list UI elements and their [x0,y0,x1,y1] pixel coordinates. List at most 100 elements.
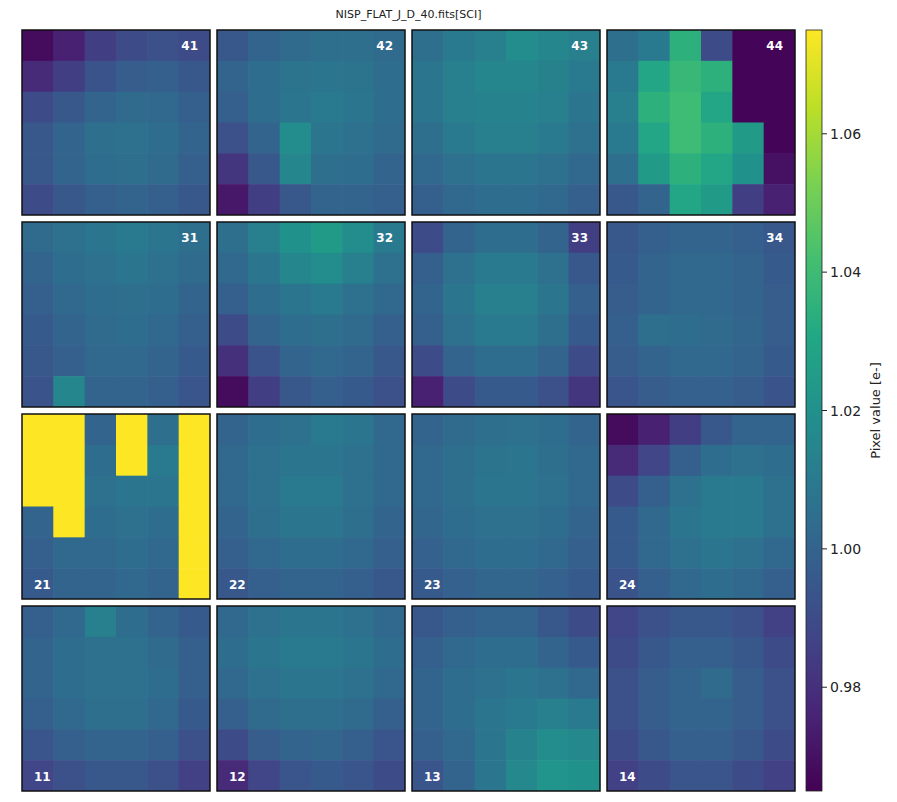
heatmap-cell [342,253,374,284]
heatmap-cell [217,153,249,184]
heatmap-cell [342,414,374,445]
heatmap-cell [374,153,405,184]
heatmap-cell [248,568,280,599]
panel-label: 14 [619,770,636,784]
heatmap-cell [179,253,210,284]
heatmap-cell [475,222,507,253]
heatmap-cell [280,606,312,637]
heatmap-cell [506,507,538,538]
heatmap-cell [412,123,444,154]
heatmap-cell [280,637,312,668]
heatmap-cell [85,445,117,476]
heatmap-cell [569,184,600,215]
panel [217,414,405,599]
heatmap-cell [701,92,733,123]
heatmap-cell [701,222,733,253]
heatmap-cell [638,123,670,154]
heatmap-cell [311,376,343,407]
heatmap-cell [607,606,639,637]
heatmap-cell [85,376,117,407]
heatmap-cell [638,537,670,568]
heatmap-cell [670,414,702,445]
heatmap-cell [732,668,764,699]
panel [22,30,210,215]
heatmap-cell [537,123,569,154]
heatmap-cell [732,315,764,346]
heatmap-cell [22,637,54,668]
heatmap-cell [147,92,179,123]
heatmap-cell [116,315,148,346]
heatmap-cell [607,284,639,315]
heatmap-cell [569,30,600,61]
heatmap-cell [607,637,639,668]
heatmap-cell [701,284,733,315]
heatmap-cell [85,315,117,346]
heatmap-cell [179,568,210,599]
heatmap-cell [217,729,249,760]
heatmap-cell [147,222,179,253]
colorbar [806,30,822,791]
heatmap-cell [701,537,733,568]
heatmap-cell [248,699,280,730]
chart: NISP_FLAT_J_D_40.fits[SCI]41424344313233… [0,0,897,802]
heatmap-cell [607,61,639,92]
heatmap-cell [443,668,475,699]
heatmap-cell [85,699,117,730]
heatmap-cell [443,61,475,92]
heatmap-cell [179,668,210,699]
heatmap-cell [53,253,85,284]
heatmap-cell [311,61,343,92]
heatmap-cell [147,729,179,760]
heatmap-cell [537,606,569,637]
heatmap-cell [607,315,639,346]
heatmap-cell [147,476,179,507]
heatmap-cell [147,61,179,92]
heatmap-cell [732,476,764,507]
heatmap-cell [85,30,117,61]
heatmap-cell [638,476,670,507]
heatmap-cell [537,30,569,61]
heatmap-cell [412,637,444,668]
heatmap-cell [443,568,475,599]
heatmap-cell [764,668,795,699]
heatmap-cell [670,537,702,568]
heatmap-cell [311,606,343,637]
colorbar-tick-label: 1.00 [830,541,861,557]
heatmap-cell [537,760,569,791]
heatmap-cell [179,30,210,61]
heatmap-cell [506,184,538,215]
heatmap-cell [412,699,444,730]
heatmap-cell [374,606,405,637]
heatmap-cell [311,184,343,215]
heatmap-cell [732,345,764,376]
heatmap-cell [311,284,343,315]
heatmap-cell [248,729,280,760]
heatmap-cell [179,376,210,407]
heatmap-cell [85,92,117,123]
heatmap-cell [537,153,569,184]
panel [22,222,210,407]
heatmap-cell [311,315,343,346]
heatmap-cell [53,699,85,730]
heatmap-cell [22,184,54,215]
heatmap-cell [374,537,405,568]
heatmap-cell [638,30,670,61]
heatmap-cell [412,476,444,507]
heatmap-cell [374,637,405,668]
heatmap-cell [443,253,475,284]
panel-label: 12 [229,770,246,784]
heatmap-cell [670,30,702,61]
heatmap-cell [280,222,312,253]
heatmap-cell [607,30,639,61]
heatmap-cell [342,729,374,760]
heatmap-cell [638,222,670,253]
heatmap-cell [342,637,374,668]
heatmap-cell [116,699,148,730]
heatmap-cell [53,445,85,476]
heatmap-cell [280,376,312,407]
heatmap-cell [412,315,444,346]
heatmap-cell [85,606,117,637]
heatmap-cell [475,537,507,568]
heatmap-cell [475,414,507,445]
panel-frame [217,606,405,791]
